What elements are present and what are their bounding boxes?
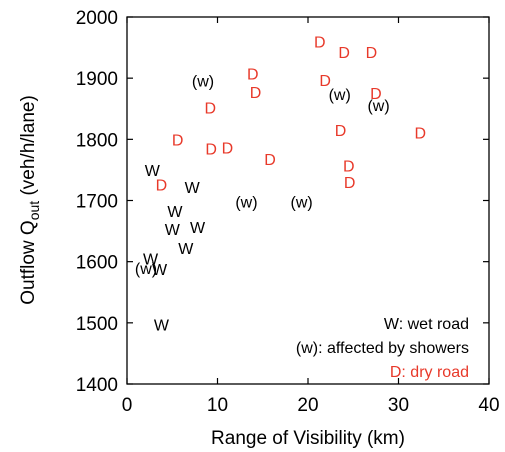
y-axis-title-suffix: (veh/h/lane) (18, 95, 39, 201)
data-point: W (152, 262, 168, 279)
data-point: D (414, 126, 426, 143)
y-tick-label: 1800 (76, 130, 118, 151)
data-point: D (247, 66, 259, 83)
y-tick-label: 1500 (76, 314, 118, 335)
data-point: D (314, 34, 326, 51)
data-point: D (222, 140, 234, 157)
data-point: (w) (329, 87, 351, 104)
data-point: D (344, 175, 356, 192)
data-point: W (178, 241, 194, 258)
data-point: D (343, 159, 355, 176)
legend-entry: (w): affected by showers (296, 340, 469, 357)
data-point: (w) (192, 74, 214, 91)
y-axis-title: Outflow Qout (veh/h/lane) (18, 95, 42, 305)
x-tick-label: 40 (478, 395, 499, 416)
y-tick-label: 1600 (76, 253, 118, 274)
data-point: W (165, 222, 181, 239)
data-point: W (185, 180, 201, 197)
x-tick-label: 30 (388, 395, 409, 416)
y-tick-label: 1900 (76, 69, 118, 90)
data-point: D (204, 101, 216, 118)
y-tick-label: 2000 (76, 8, 118, 29)
data-point: D (250, 85, 262, 102)
data-point: (w) (291, 195, 313, 212)
x-axis-title: Range of Visibility (km) (211, 428, 405, 449)
data-point: W (145, 163, 161, 180)
y-axis-title-prefix: Outflow Q (18, 220, 39, 304)
y-axis-title-subscript: out (26, 201, 42, 221)
x-tick-label: 0 (122, 395, 133, 416)
data-point: D (172, 132, 184, 149)
data-point: W (167, 204, 183, 221)
data-point: W (143, 252, 159, 269)
data-point: W (154, 318, 170, 335)
axis-ticks: 0 10 20 30 40 1400 1500 1600 1700 1800 1900 2000 (76, 8, 500, 416)
data-point: D (205, 142, 217, 159)
data-point: D (335, 123, 347, 140)
legend: W: wet road (w): affected by showers D: dr… (296, 316, 469, 381)
legend-entry: D: dry road (390, 364, 469, 381)
data-point: (w) (367, 98, 389, 115)
data-point: (w) (235, 195, 257, 212)
x-tick-label: 10 (207, 395, 228, 416)
data-point: (w) (135, 261, 157, 278)
data-point: D (319, 73, 331, 90)
y-tick-label: 1400 (76, 375, 118, 396)
legend-entry: W: wet road (384, 316, 469, 333)
data-point: W (190, 220, 206, 237)
x-tick-label: 20 (297, 395, 318, 416)
data-point: D (264, 152, 276, 169)
data-point: D (366, 45, 378, 62)
data-point: D (338, 45, 350, 62)
data-point: D (156, 178, 168, 195)
data-point: D (370, 86, 382, 103)
y-tick-label: 1700 (76, 192, 118, 213)
